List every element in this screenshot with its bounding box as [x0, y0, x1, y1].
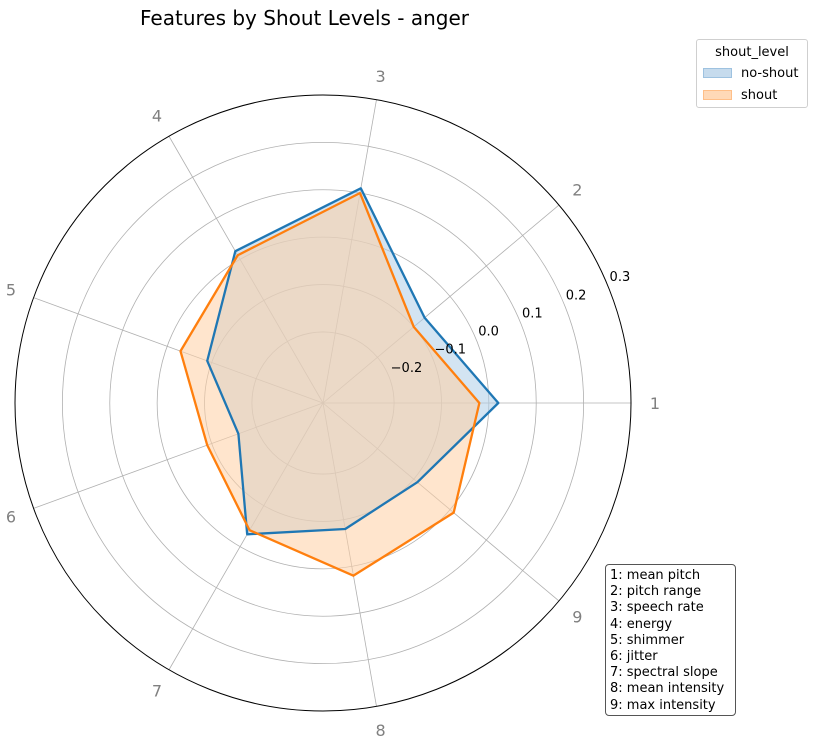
radial-tick-label: 0.2 [566, 288, 587, 303]
feature-key-item: 1: mean pitch [610, 568, 701, 583]
axis-label: 6 [6, 508, 16, 527]
legend-item-no-shout: no-shout [703, 65, 798, 81]
radar-labels: 1 2 3 4 5 6 7 8 9 −0.2 −0.1 0.0 0.1 0.2 0.3 [6, 67, 660, 740]
axis-label: 8 [376, 721, 386, 740]
series-area-shout [180, 193, 480, 576]
axis-label: 1 [650, 394, 660, 413]
feature-key-item: 6: jitter [610, 649, 658, 665]
radial-tick-label: −0.2 [391, 361, 423, 376]
legend-swatch-shout [703, 90, 732, 100]
feature-key-item: 8: mean intensity [610, 681, 725, 697]
legend-label-shout: shout [741, 87, 778, 103]
axis-label: 3 [376, 67, 386, 86]
feature-key-item: 4: energy [610, 616, 673, 632]
axis-label: 9 [572, 607, 582, 626]
polar-frame [14, 94, 632, 712]
radial-tick-label: 0.3 [610, 270, 631, 285]
legend-swatch-no-shout [703, 68, 732, 78]
radial-tick-label: −0.1 [434, 343, 466, 358]
legend-item-shout: shout [703, 87, 777, 103]
axis-label: 7 [152, 682, 162, 701]
radial-tick-label: 0.0 [478, 325, 499, 340]
axis-label: 5 [6, 280, 16, 299]
legend-label-no-shout: no-shout [741, 65, 799, 81]
radial-tick-label: 0.1 [522, 306, 543, 321]
feature-key-item: 7: spectral slope [610, 665, 718, 681]
feature-key-box: 1: mean pitch 2: pitch range 3: speech r… [605, 564, 736, 716]
radar-series [179, 187, 500, 577]
chart-title: Features by Shout Levels - anger [140, 6, 470, 30]
feature-key-item: 9: max intensity [610, 697, 716, 713]
feature-key-item: 2: pitch range [610, 584, 702, 600]
feature-key-item: 3: speech rate [610, 600, 704, 616]
legend-title: shout_level [715, 45, 789, 60]
axis-label: 4 [152, 106, 162, 125]
legend: shout_level no-shout shout [696, 39, 808, 108]
series-line-shout [179, 191, 481, 577]
series-line-no-shout [206, 187, 500, 536]
axis-label: 2 [572, 181, 582, 200]
feature-key-item: 5: shimmer [610, 632, 685, 648]
